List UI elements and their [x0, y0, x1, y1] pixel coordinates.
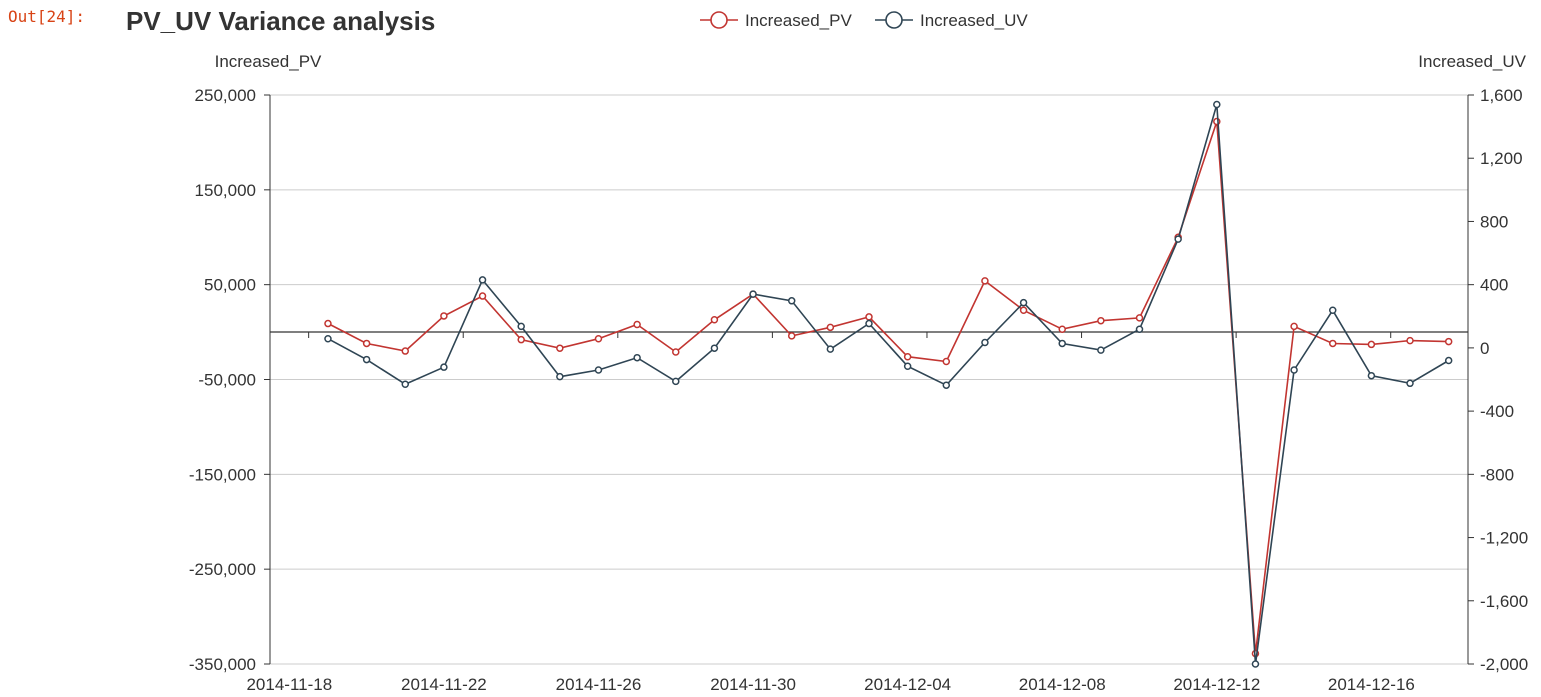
- y-right-tick-label: -800: [1480, 465, 1514, 484]
- y-left-tick-label: 250,000: [195, 86, 256, 105]
- legend-marker: [885, 11, 903, 29]
- data-point-Increased_UV: [517, 322, 525, 331]
- data-point-Increased_PV: [440, 312, 448, 320]
- y-left-axis-label: Increased_PV: [215, 52, 322, 71]
- data-point-Increased_PV: [826, 323, 835, 332]
- data-point-Increased_UV: [594, 366, 603, 374]
- y-right-tick-label: 400: [1480, 276, 1508, 295]
- data-point-Increased_PV: [1406, 336, 1414, 345]
- data-point-Increased_UV: [556, 372, 564, 381]
- data-point-Increased_UV: [1097, 346, 1105, 354]
- data-point-Increased_UV: [826, 345, 835, 353]
- y-left-tick-label: -350,000: [189, 655, 256, 674]
- legend-marker: [710, 11, 728, 29]
- y-right-tick-label: -2,000: [1480, 655, 1528, 674]
- data-point-Increased_PV: [903, 352, 912, 361]
- data-point-Increased_PV: [517, 335, 525, 344]
- y-left-tick-label: -150,000: [189, 465, 256, 484]
- series-line-Increased_PV: [327, 121, 1449, 654]
- data-point-Increased_PV: [594, 334, 603, 343]
- data-point-Increased_UV: [942, 381, 951, 389]
- output-prompt: Out[24]:: [8, 7, 86, 26]
- data-point-Increased_UV: [787, 297, 796, 305]
- data-point-Increased_PV: [1444, 337, 1453, 346]
- chart-title: PV_UV Variance analysis: [126, 6, 436, 36]
- y-right-tick-label: 1,200: [1480, 149, 1523, 168]
- data-point-Increased_UV: [478, 276, 487, 284]
- data-point-Increased_PV: [362, 339, 371, 348]
- data-point-Increased_UV: [324, 334, 332, 343]
- data-point-Increased_PV: [865, 313, 873, 321]
- x-tick-label: 2014-11-26: [556, 675, 642, 694]
- x-tick-label: 2014-11-18: [246, 675, 332, 694]
- x-tick-label: 2014-12-04: [864, 675, 951, 694]
- data-point-Increased_UV: [1174, 235, 1182, 243]
- data-point-Increased_PV: [787, 332, 796, 340]
- data-point-Increased_PV: [1290, 322, 1298, 331]
- x-tick-label: 2014-12-16: [1328, 675, 1415, 694]
- data-point-Increased_UV: [1444, 356, 1453, 365]
- y-right-tick-label: -1,600: [1480, 592, 1528, 611]
- y-right-tick-label: 1,600: [1480, 86, 1523, 105]
- series-line-Increased_UV: [327, 104, 1450, 665]
- data-point-Increased_UV: [981, 338, 989, 347]
- data-point-Increased_UV: [440, 363, 448, 371]
- data-point-Increased_UV: [401, 380, 410, 388]
- data-point-Increased_PV: [1019, 306, 1028, 315]
- data-point-Increased_PV: [1097, 316, 1105, 325]
- data-point-Increased_UV: [1406, 379, 1414, 388]
- data-point-Increased_PV: [942, 357, 951, 366]
- y-right-tick-label: 0: [1480, 339, 1489, 358]
- data-point-Increased_PV: [556, 344, 564, 352]
- data-point-Increased_UV: [710, 344, 719, 352]
- data-point-Increased_UV: [1251, 660, 1260, 668]
- x-tick-label: 2014-12-12: [1173, 675, 1260, 694]
- data-point-Increased_PV: [672, 348, 680, 356]
- y-left-tick-label: -250,000: [189, 560, 256, 579]
- x-tick-label: 2014-11-22: [401, 675, 487, 694]
- legend-label: Increased_PV: [745, 11, 852, 30]
- data-point-Increased_UV: [865, 319, 873, 328]
- data-point-Increased_UV: [1135, 325, 1144, 333]
- data-point-Increased_UV: [362, 355, 371, 364]
- y-right-axis-label: Increased_UV: [1418, 52, 1526, 71]
- data-point-Increased_PV: [710, 316, 719, 324]
- y-left-tick-label: 50,000: [204, 276, 256, 295]
- data-point-Increased_UV: [1019, 298, 1028, 307]
- y-right-tick-label: -400: [1480, 402, 1514, 421]
- data-point-Increased_UV: [903, 362, 912, 370]
- data-point-Increased_PV: [324, 319, 332, 328]
- data-point-Increased_UV: [1058, 339, 1066, 348]
- data-point-Increased_UV: [672, 377, 680, 386]
- data-point-Increased_PV: [981, 277, 989, 285]
- data-point-Increased_UV: [749, 290, 757, 298]
- data-point-Increased_PV: [401, 347, 410, 355]
- data-point-Increased_PV: [1367, 340, 1376, 349]
- data-point-Increased_UV: [1290, 366, 1298, 374]
- y-right-tick-label: -1,200: [1480, 529, 1528, 548]
- data-point-Increased_UV: [1328, 306, 1337, 315]
- x-tick-label: 2014-12-08: [1019, 675, 1106, 694]
- data-point-Increased_PV: [1328, 339, 1337, 348]
- legend-label: Increased_UV: [920, 11, 1028, 30]
- x-tick-label: 2014-11-30: [710, 675, 796, 694]
- data-point-Increased_UV: [1213, 100, 1221, 109]
- data-point-Increased_PV: [1058, 325, 1066, 333]
- y-right-tick-label: 800: [1480, 212, 1508, 231]
- data-point-Increased_UV: [633, 353, 641, 362]
- y-left-tick-label: 150,000: [195, 181, 256, 200]
- data-point-Increased_PV: [1135, 314, 1144, 322]
- data-point-Increased_PV: [633, 320, 641, 329]
- data-point-Increased_UV: [1367, 371, 1376, 380]
- data-point-Increased_PV: [478, 292, 487, 300]
- y-left-tick-label: -50,000: [198, 371, 256, 390]
